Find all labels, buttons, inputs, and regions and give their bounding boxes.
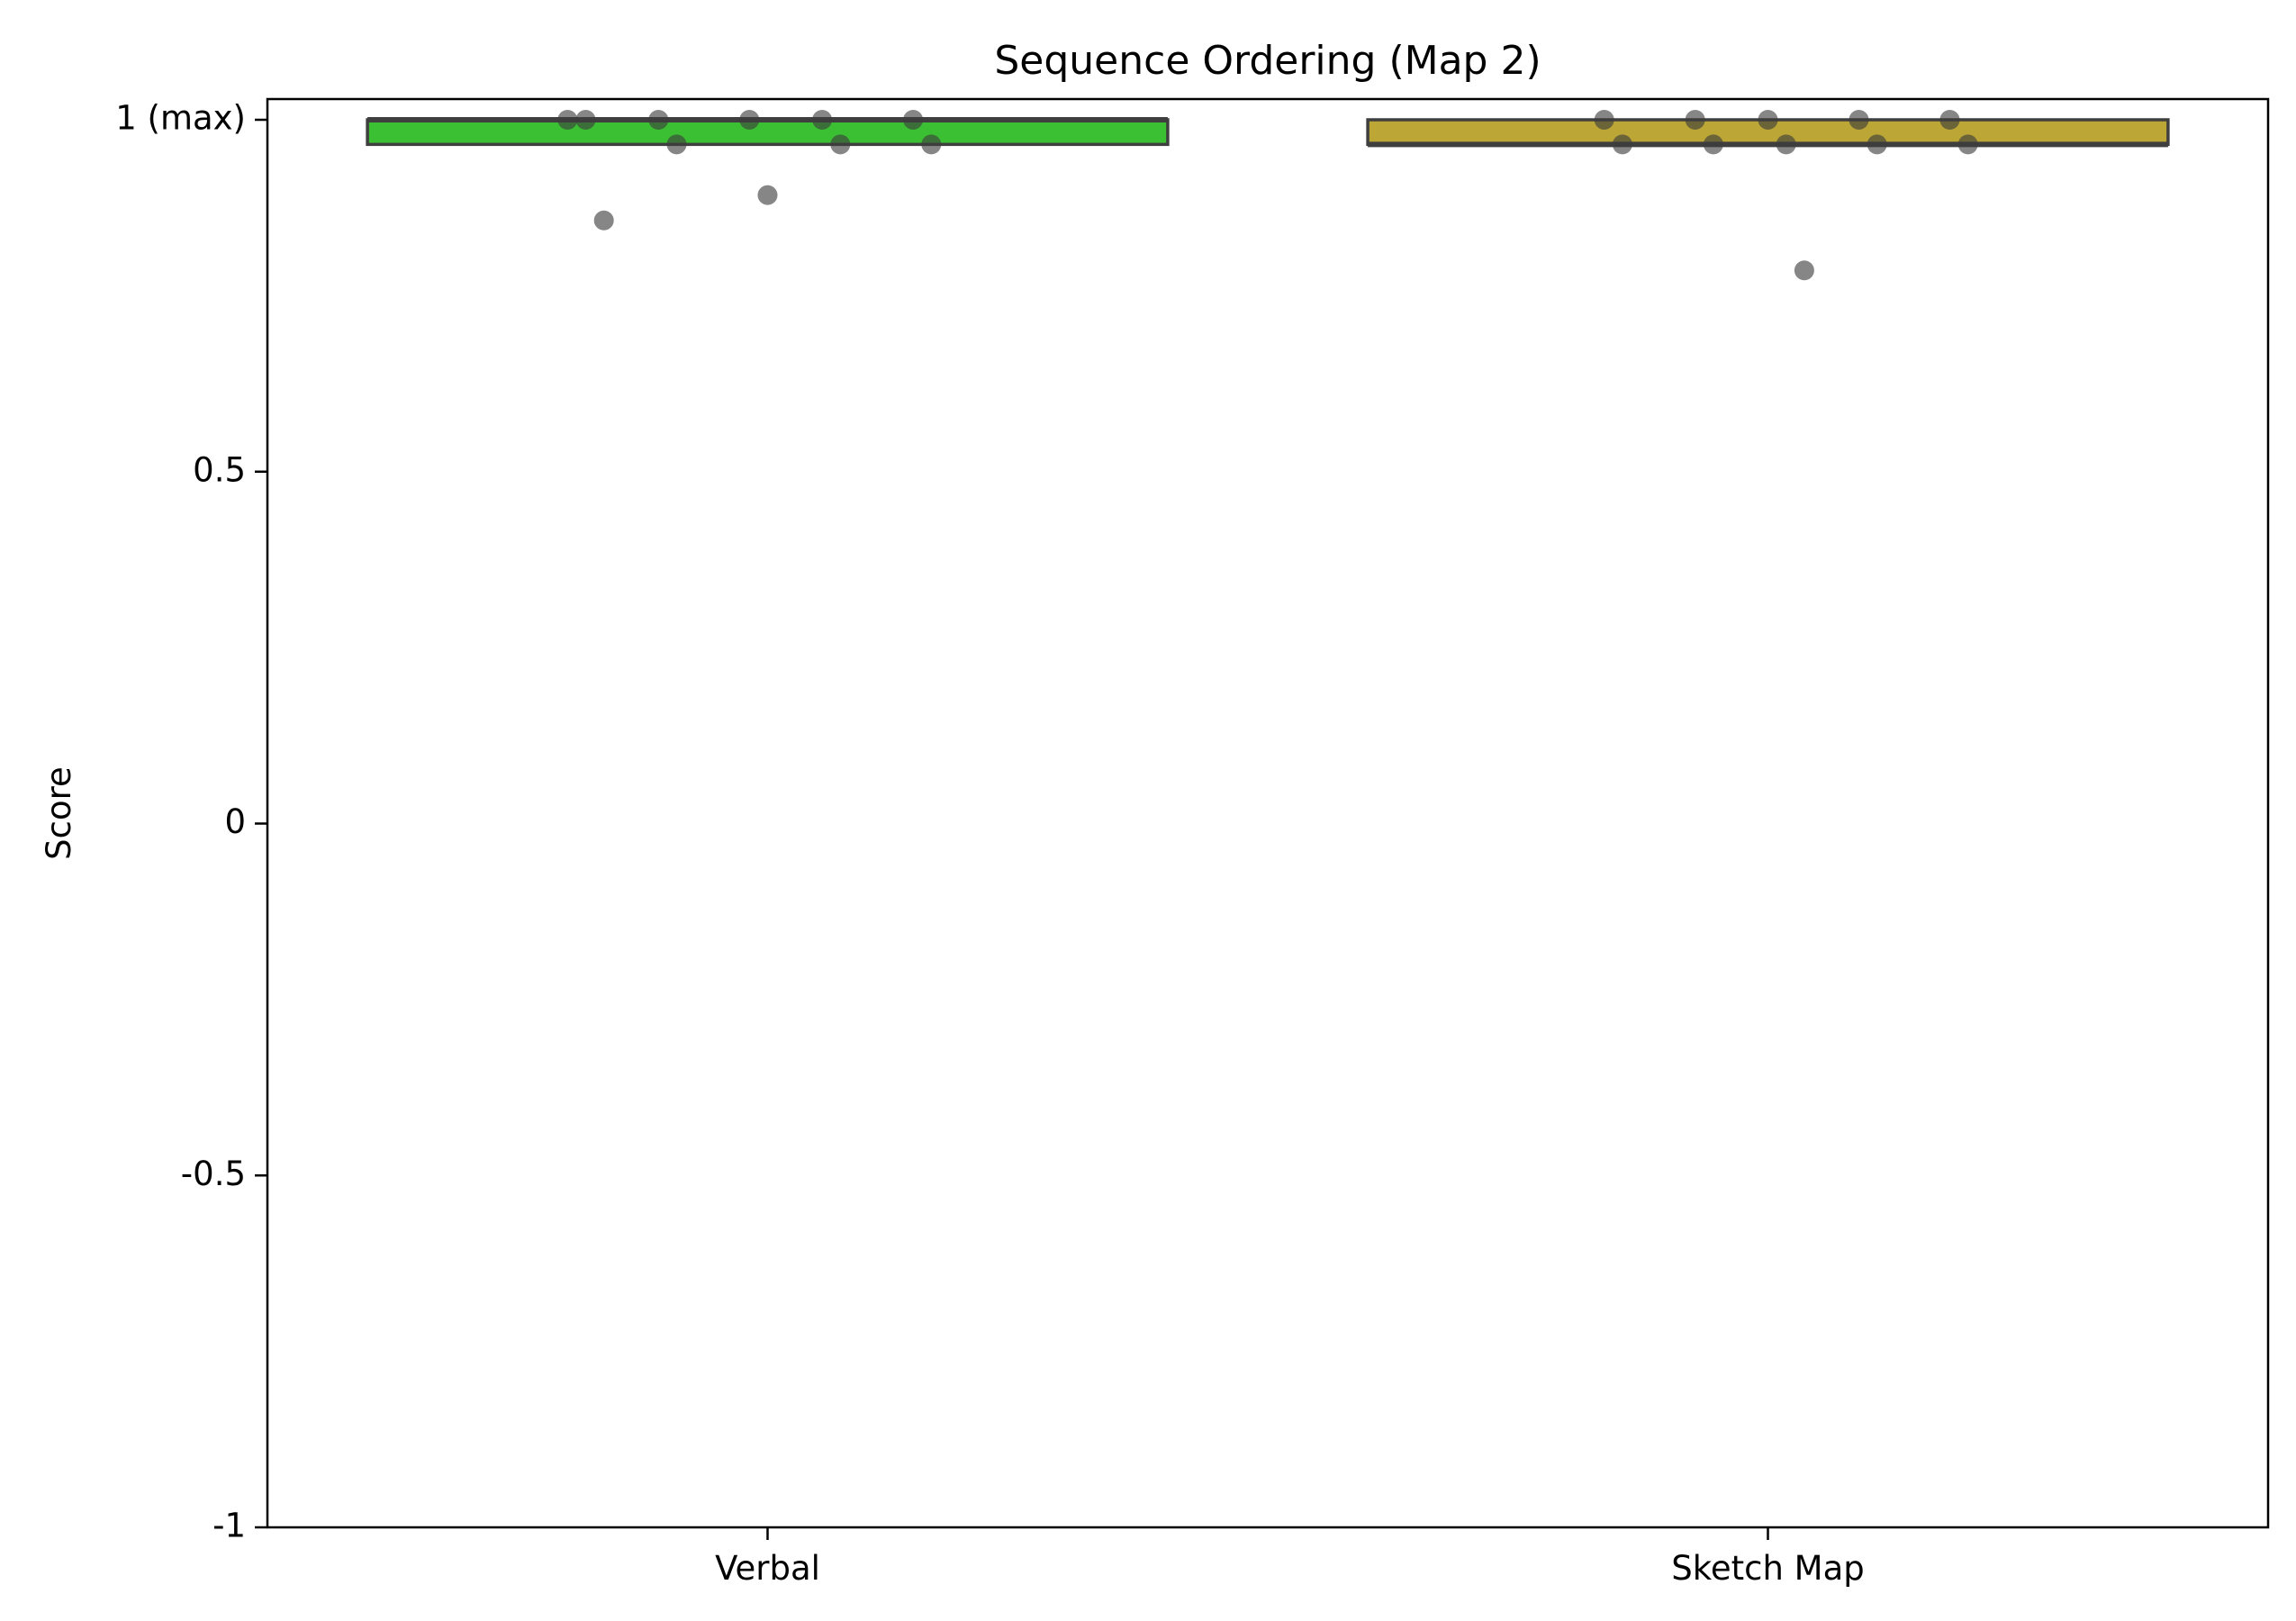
- y-axis-label: Score: [40, 766, 78, 860]
- data-point: [757, 185, 778, 205]
- box-body: [366, 118, 1170, 147]
- chart-marks: [366, 110, 2170, 281]
- x-tick-label: Verbal: [715, 1549, 820, 1588]
- points-sketch-map: [1594, 110, 1978, 281]
- chart-title: Sequence Ordering (Map 2): [994, 38, 1541, 84]
- x-axis: Verbal Sketch Map: [715, 1527, 1865, 1588]
- data-point: [1612, 134, 1632, 155]
- y-tick-label: 1 (max): [115, 99, 246, 138]
- data-point: [1758, 110, 1778, 130]
- data-point: [1685, 110, 1705, 130]
- y-tick-label: -0.5: [181, 1155, 246, 1193]
- y-tick-label: 0: [224, 802, 246, 841]
- data-point: [812, 110, 833, 130]
- data-point: [575, 110, 596, 130]
- data-point: [1849, 110, 1869, 130]
- data-point: [648, 110, 669, 130]
- data-point: [593, 210, 614, 231]
- data-point: [903, 110, 924, 130]
- data-point: [1957, 134, 1978, 155]
- data-point: [1594, 110, 1614, 130]
- data-point: [557, 110, 578, 130]
- box-verbal: [366, 117, 1170, 147]
- data-point: [1939, 110, 1960, 130]
- data-point: [1867, 134, 1887, 155]
- y-axis: 1 (max) 0.5 0 -0.5 -1: [115, 99, 267, 1545]
- data-point: [921, 134, 942, 155]
- data-point: [739, 110, 760, 130]
- points-verbal: [557, 110, 942, 231]
- plot-frame: [266, 97, 2270, 1529]
- y-tick-label: -1: [212, 1507, 246, 1545]
- data-point: [1794, 260, 1814, 281]
- x-tick-label: Sketch Map: [1671, 1549, 1865, 1588]
- data-point: [1703, 134, 1723, 155]
- data-point: [1776, 134, 1796, 155]
- y-tick-label: 0.5: [193, 450, 246, 489]
- data-point: [666, 134, 687, 155]
- data-point: [830, 134, 851, 155]
